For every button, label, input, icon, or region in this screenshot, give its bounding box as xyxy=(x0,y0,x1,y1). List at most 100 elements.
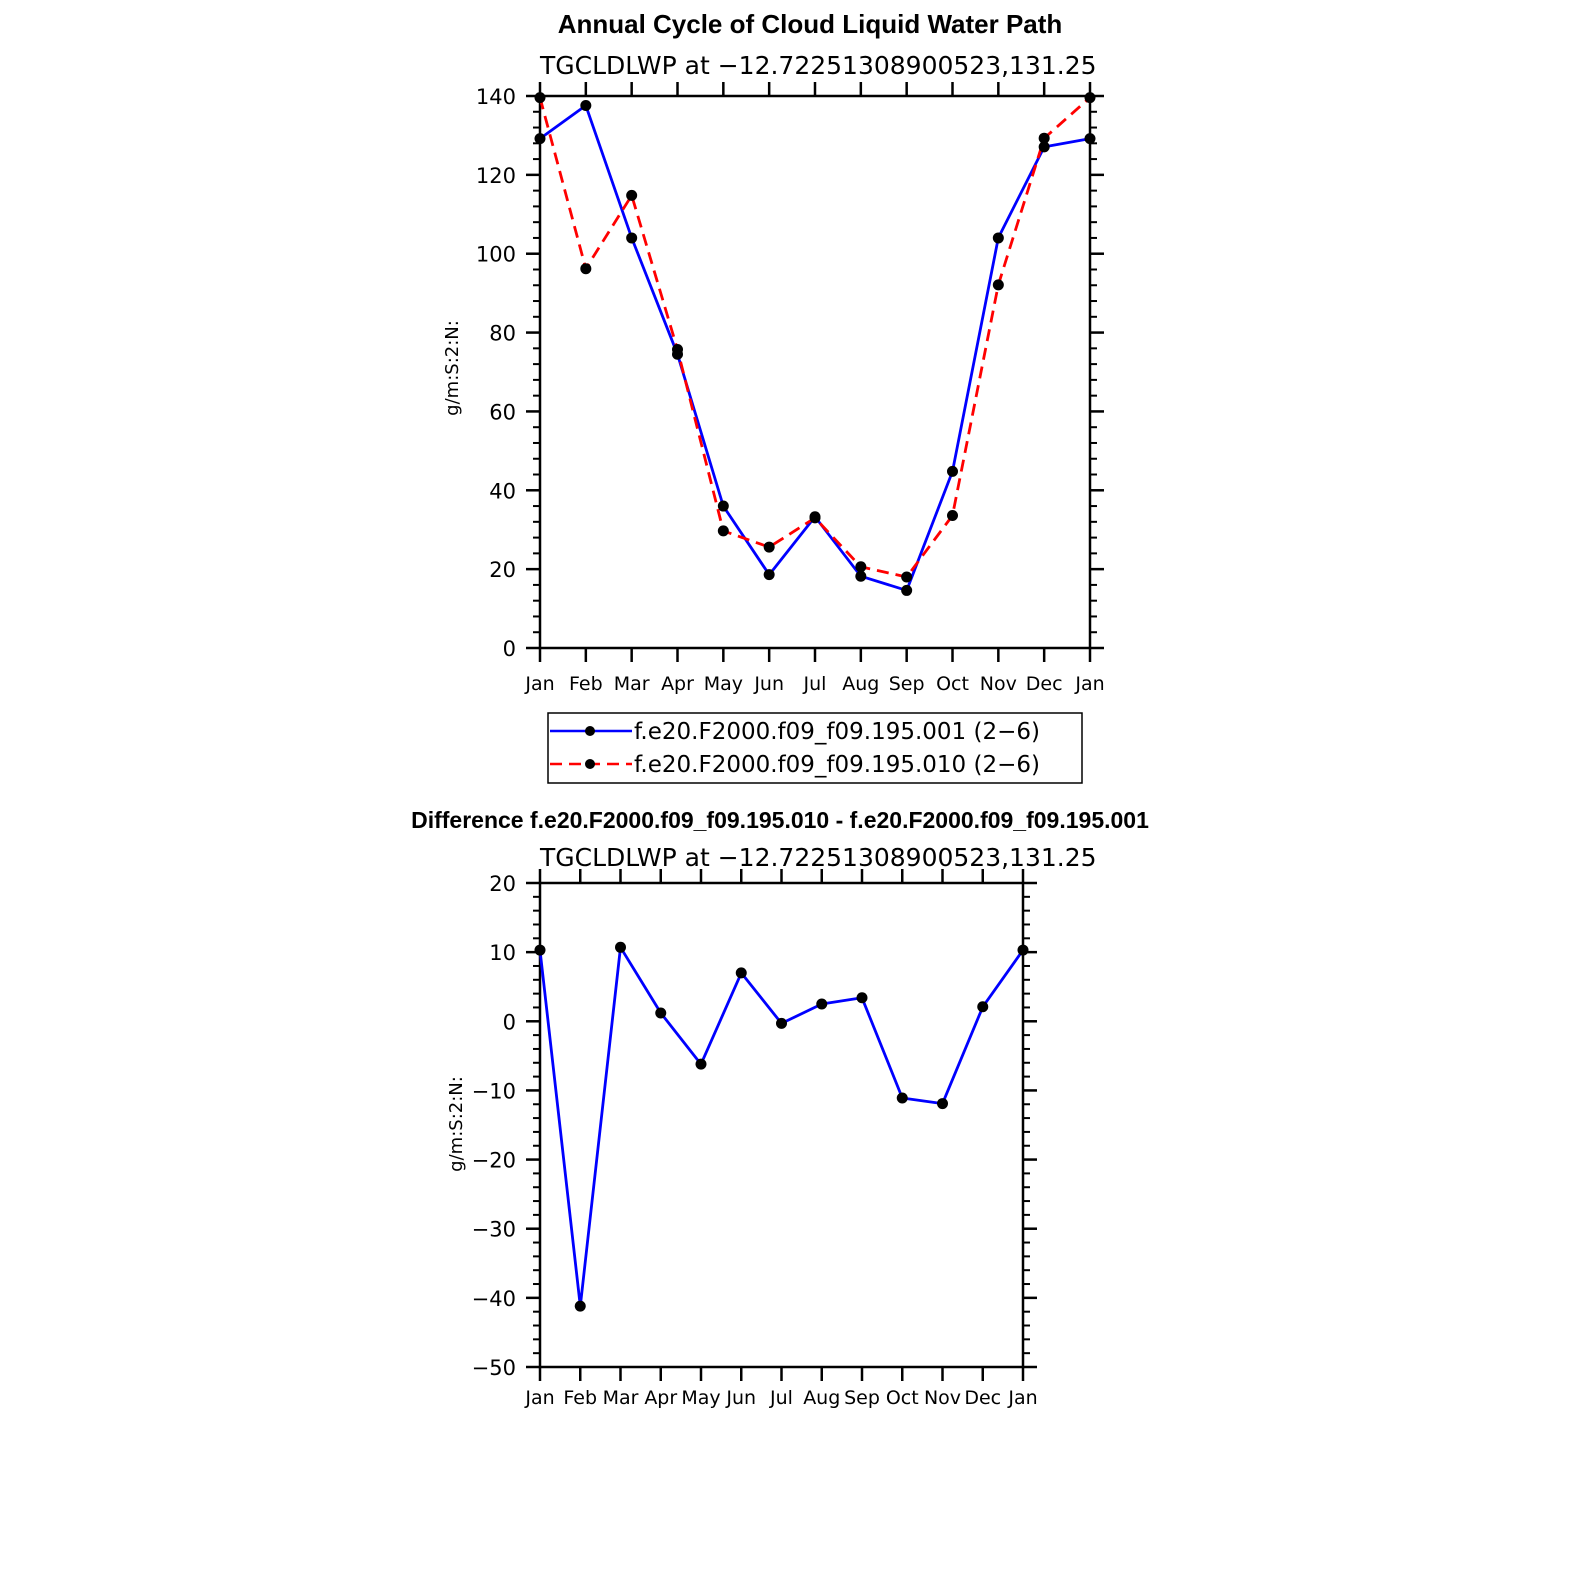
legend: f.e20.F2000.f09_f09.195.001 (2−6) f.e20.… xyxy=(547,712,1083,784)
series-2-point xyxy=(626,189,638,201)
y-tick-label: 100 xyxy=(476,243,516,267)
annual-cycle-chart: Annual Cycle of Cloud Liquid Water Path … xyxy=(442,9,1105,784)
x-tick-label: Nov xyxy=(980,673,1017,695)
x-tick-label: Jul xyxy=(769,1387,793,1409)
series-1-point xyxy=(776,1017,787,1029)
series-1-point xyxy=(1017,944,1029,956)
x-tick-label: Jun xyxy=(725,1387,756,1409)
x-tick-label: Feb xyxy=(563,1387,597,1409)
x-tick-label: Aug xyxy=(842,673,879,695)
series-1-point xyxy=(947,465,958,477)
series-2-point xyxy=(534,92,546,104)
chart-subtitle: TGCLDLWP at −12.72251308900523,131.25 xyxy=(539,51,1097,80)
x-tick-label: Apr xyxy=(661,673,694,695)
series-1-point xyxy=(717,500,729,512)
x-tick-label: Sep xyxy=(844,1387,880,1409)
legend-marker-series-2 xyxy=(585,759,595,769)
x-tick-label: Jan xyxy=(524,673,554,695)
y-tick-label: 60 xyxy=(489,400,516,424)
series-2-point xyxy=(992,279,1004,291)
series-1-point xyxy=(615,941,626,953)
series-1-point xyxy=(896,1092,908,1104)
series-2-point xyxy=(809,512,821,524)
x-tick-label: Feb xyxy=(569,673,603,695)
series-1-point xyxy=(574,1300,586,1312)
series-2-point xyxy=(717,525,729,537)
y-tick-label: 20 xyxy=(489,872,516,896)
x-tick-label: Mar xyxy=(614,673,650,695)
series-1-point xyxy=(816,998,828,1010)
legend-label-series-2: f.e20.F2000.f09_f09.195.010 (2−6) xyxy=(634,752,1040,778)
x-tick-label: Dec xyxy=(964,1387,1001,1409)
series-layer xyxy=(534,92,1096,596)
x-tick-label: Dec xyxy=(1026,673,1063,695)
series-2-point xyxy=(901,571,913,583)
series-1-point xyxy=(695,1058,707,1070)
series-1-point xyxy=(534,133,546,145)
series-1-point xyxy=(534,944,546,956)
series-1-point xyxy=(1038,141,1050,153)
y-tick-label: −10 xyxy=(472,1079,516,1103)
series-1-point xyxy=(763,569,775,581)
series-1-point xyxy=(735,967,747,979)
x-tick-label: Jul xyxy=(803,673,827,695)
y-tick-label: 20 xyxy=(489,558,516,582)
legend-marker-series-1 xyxy=(585,726,595,736)
y-tick-label: −50 xyxy=(472,1356,516,1380)
chart-title: Difference f.e20.F2000.f09_f09.195.010 -… xyxy=(411,807,1149,833)
x-tick-label: May xyxy=(681,1387,720,1409)
x-tick-label: Jan xyxy=(524,1387,554,1409)
y-tick-label: −20 xyxy=(472,1149,516,1173)
x-tick-label: Sep xyxy=(889,673,925,695)
series-layer xyxy=(534,941,1029,1312)
series-1-point xyxy=(901,584,913,596)
y-tick-label: −30 xyxy=(472,1218,516,1242)
series-2-point xyxy=(580,263,592,275)
axes: −50 −40 −30 −20 −10 0 10 20 Jan Feb Mar Apr May Jun Ju… xyxy=(472,869,1038,1409)
y-tick-label: 120 xyxy=(476,164,516,188)
y-axis-label: g/m:S:2:N: xyxy=(446,1076,467,1172)
y-axis-label: g/m:S:2:N: xyxy=(442,320,463,416)
y-tick-label: 10 xyxy=(489,941,516,965)
series-1-point xyxy=(1084,133,1096,145)
chart-subtitle: TGCLDLWP at −12.72251308900523,131.25 xyxy=(539,843,1097,872)
x-tick-label: Aug xyxy=(803,1387,840,1409)
series-2-point xyxy=(672,344,683,356)
series-1-point xyxy=(992,232,1004,244)
x-tick-label: Apr xyxy=(644,1387,677,1409)
y-tick-label: −40 xyxy=(472,1287,516,1311)
series-1-point xyxy=(626,232,638,244)
series-1-point xyxy=(977,1001,989,1013)
series-1-point xyxy=(855,570,867,582)
series-2-point xyxy=(763,541,775,553)
series-2-point xyxy=(855,561,867,573)
x-tick-label: Mar xyxy=(603,1387,639,1409)
plot-frame xyxy=(538,94,1092,650)
axes: 0 20 40 60 80 100 120 140 Jan Feb Mar Apr May Jun Jul A… xyxy=(476,82,1105,695)
plot-frame xyxy=(538,881,1025,1369)
x-tick-label: Jun xyxy=(753,673,784,695)
x-tick-label: Oct xyxy=(936,673,969,695)
series-1-point xyxy=(580,99,592,111)
series-1-point xyxy=(937,1098,948,1110)
series-1-point xyxy=(655,1007,667,1019)
series-2-point xyxy=(947,510,958,522)
y-tick-label: 0 xyxy=(503,1010,516,1034)
legend-box xyxy=(547,712,1083,784)
series-line-1 xyxy=(538,945,1025,1308)
x-tick-label: Jan xyxy=(1074,673,1104,695)
series-2-point xyxy=(1084,92,1096,104)
legend-label-series-1: f.e20.F2000.f09_f09.195.001 (2−6) xyxy=(634,719,1040,745)
y-tick-label: 140 xyxy=(476,85,516,109)
y-tick-label: 0 xyxy=(503,637,516,661)
difference-chart: Difference f.e20.F2000.f09_f09.195.010 -… xyxy=(411,807,1149,1409)
x-tick-label: Oct xyxy=(886,1387,919,1409)
chart-title: Annual Cycle of Cloud Liquid Water Path xyxy=(558,9,1063,39)
x-tick-label: Jan xyxy=(1007,1387,1037,1409)
y-tick-label: 80 xyxy=(489,322,516,346)
series-2-point xyxy=(1038,132,1050,144)
y-tick-label: 40 xyxy=(489,479,516,503)
series-line-2 xyxy=(538,96,1091,579)
x-tick-label: May xyxy=(704,673,743,695)
